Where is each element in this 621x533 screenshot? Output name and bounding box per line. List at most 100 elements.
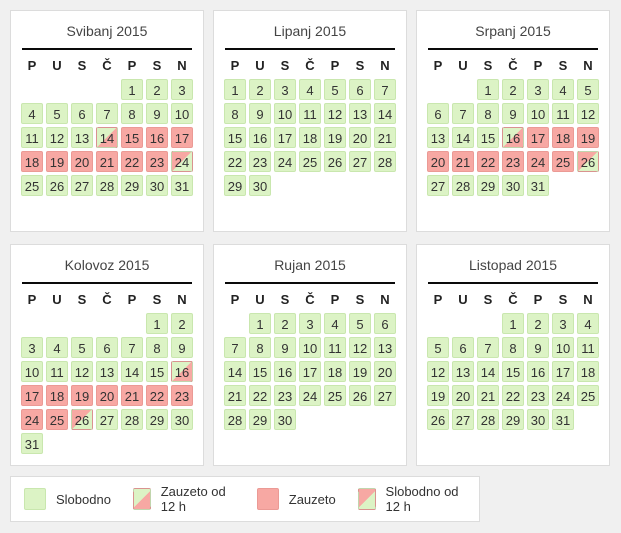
day-cell: 31 xyxy=(527,175,549,196)
day-cell: 26 xyxy=(349,385,371,406)
busy-from-12-swatch-icon xyxy=(132,488,151,510)
day-cell: 12 xyxy=(427,361,449,382)
day-grid: 1 2 3 4 5 6 7 8 9 10 11 12 13 14 15 16 17 18 19 20 21 22 23 24 2… xyxy=(224,313,396,430)
legend-item: Zauzeto xyxy=(256,488,336,510)
busy-swatch-icon xyxy=(256,488,279,510)
weekday-label: P xyxy=(533,58,543,73)
day-cell: 10 xyxy=(171,103,193,124)
day-cell: 17 xyxy=(527,127,549,148)
weekday-label: S xyxy=(483,58,493,73)
day-blank xyxy=(427,313,449,334)
day-cell: 10 xyxy=(299,337,321,358)
day-cell: 4 xyxy=(324,313,346,334)
day-cell: 25 xyxy=(299,151,321,172)
day-cell: 9 xyxy=(171,337,193,358)
day-cell: 20 xyxy=(374,361,396,382)
month-title-divider xyxy=(22,282,192,284)
weekday-label: S xyxy=(77,292,87,307)
day-cell: 30 xyxy=(527,409,549,430)
day-cell: 2 xyxy=(249,79,271,100)
day-cell: 16 xyxy=(249,127,271,148)
day-cell: 13 xyxy=(374,337,396,358)
month-title: Kolovoz 2015 xyxy=(64,257,150,273)
day-blank xyxy=(477,313,499,334)
day-cell: 30 xyxy=(274,409,296,430)
weekday-label: P xyxy=(330,292,340,307)
month-title: Svibanj 2015 xyxy=(66,23,148,39)
weekday-label: U xyxy=(52,292,62,307)
day-cell: 5 xyxy=(71,337,93,358)
day-cell: 11 xyxy=(324,337,346,358)
legend-item: Slobodno xyxy=(24,488,111,510)
weekday-label: S xyxy=(152,292,162,307)
day-cell: 1 xyxy=(477,79,499,100)
weekday-label: S xyxy=(77,58,87,73)
weekday-label: N xyxy=(583,58,593,73)
day-cell: 21 xyxy=(224,385,246,406)
day-cell: 29 xyxy=(121,175,143,196)
day-cell: 23 xyxy=(171,385,193,406)
month-title: Srpanj 2015 xyxy=(475,23,551,39)
weekday-label: S xyxy=(355,292,365,307)
day-cell: 27 xyxy=(349,151,371,172)
day-cell: 20 xyxy=(427,151,449,172)
day-cell: 30 xyxy=(502,175,524,196)
weekday-label: P xyxy=(230,58,240,73)
day-cell: 21 xyxy=(452,151,474,172)
day-cell: 15 xyxy=(502,361,524,382)
month-title-divider xyxy=(22,48,192,50)
day-cell: 29 xyxy=(146,409,168,430)
weekday-label: N xyxy=(177,292,187,307)
day-grid: 1 2 3 4 5 6 7 8 9 10 11 12 13 14 15 16 17 18 19 20 21 22 23 24 2… xyxy=(21,79,193,196)
day-cell: 24 xyxy=(274,151,296,172)
month-title: Listopad 2015 xyxy=(469,257,557,273)
legend-label: Slobodno od 12 h xyxy=(385,484,459,514)
weekday-label: U xyxy=(458,292,468,307)
day-cell: 6 xyxy=(374,313,396,334)
day-cell: 18 xyxy=(46,385,68,406)
day-cell: 16 xyxy=(502,127,524,148)
weekday-label: N xyxy=(380,292,390,307)
weekday-label: U xyxy=(255,292,265,307)
day-cell: 12 xyxy=(324,103,346,124)
day-cell: 22 xyxy=(121,151,143,172)
day-cell: 25 xyxy=(21,175,43,196)
day-cell: 28 xyxy=(477,409,499,430)
day-cell: 11 xyxy=(46,361,68,382)
day-cell: 19 xyxy=(71,385,93,406)
day-blank xyxy=(46,313,68,334)
day-cell: 19 xyxy=(349,361,371,382)
day-cell: 3 xyxy=(552,313,574,334)
day-blank xyxy=(96,79,118,100)
day-cell: 17 xyxy=(274,127,296,148)
day-cell: 8 xyxy=(146,337,168,358)
day-blank xyxy=(121,313,143,334)
weekday-label: N xyxy=(583,292,593,307)
day-cell: 1 xyxy=(146,313,168,334)
day-cell: 2 xyxy=(274,313,296,334)
day-cell: 7 xyxy=(224,337,246,358)
day-cell: 26 xyxy=(71,409,93,430)
weekday-label: Č xyxy=(102,58,112,73)
day-cell: 29 xyxy=(249,409,271,430)
day-cell: 24 xyxy=(552,385,574,406)
day-cell: 5 xyxy=(46,103,68,124)
day-cell: 9 xyxy=(274,337,296,358)
day-cell: 17 xyxy=(552,361,574,382)
day-cell: 2 xyxy=(171,313,193,334)
day-blank xyxy=(21,313,43,334)
day-cell: 25 xyxy=(552,151,574,172)
day-cell: 23 xyxy=(146,151,168,172)
day-cell: 10 xyxy=(274,103,296,124)
day-cell: 18 xyxy=(299,127,321,148)
weekday-label: U xyxy=(52,58,62,73)
weekday-label: Č xyxy=(508,292,518,307)
weekday-label: P xyxy=(433,58,443,73)
day-cell: 6 xyxy=(452,337,474,358)
day-cell: 11 xyxy=(21,127,43,148)
